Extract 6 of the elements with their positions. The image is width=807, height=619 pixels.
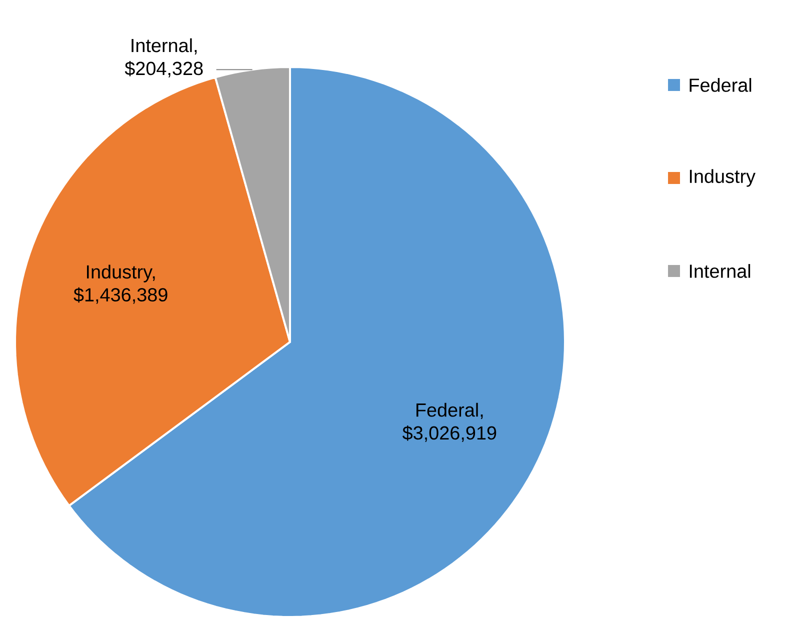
legend-label: Industry	[690, 169, 756, 187]
legend-label: Federal	[690, 78, 752, 92]
data-label: Federal, $3,026,919	[402, 402, 496, 442]
data-label: Internal, $204,328	[124, 38, 203, 78]
data-label: Industry, $1,436,389	[74, 264, 168, 304]
legend-label: Internal	[690, 264, 750, 278]
